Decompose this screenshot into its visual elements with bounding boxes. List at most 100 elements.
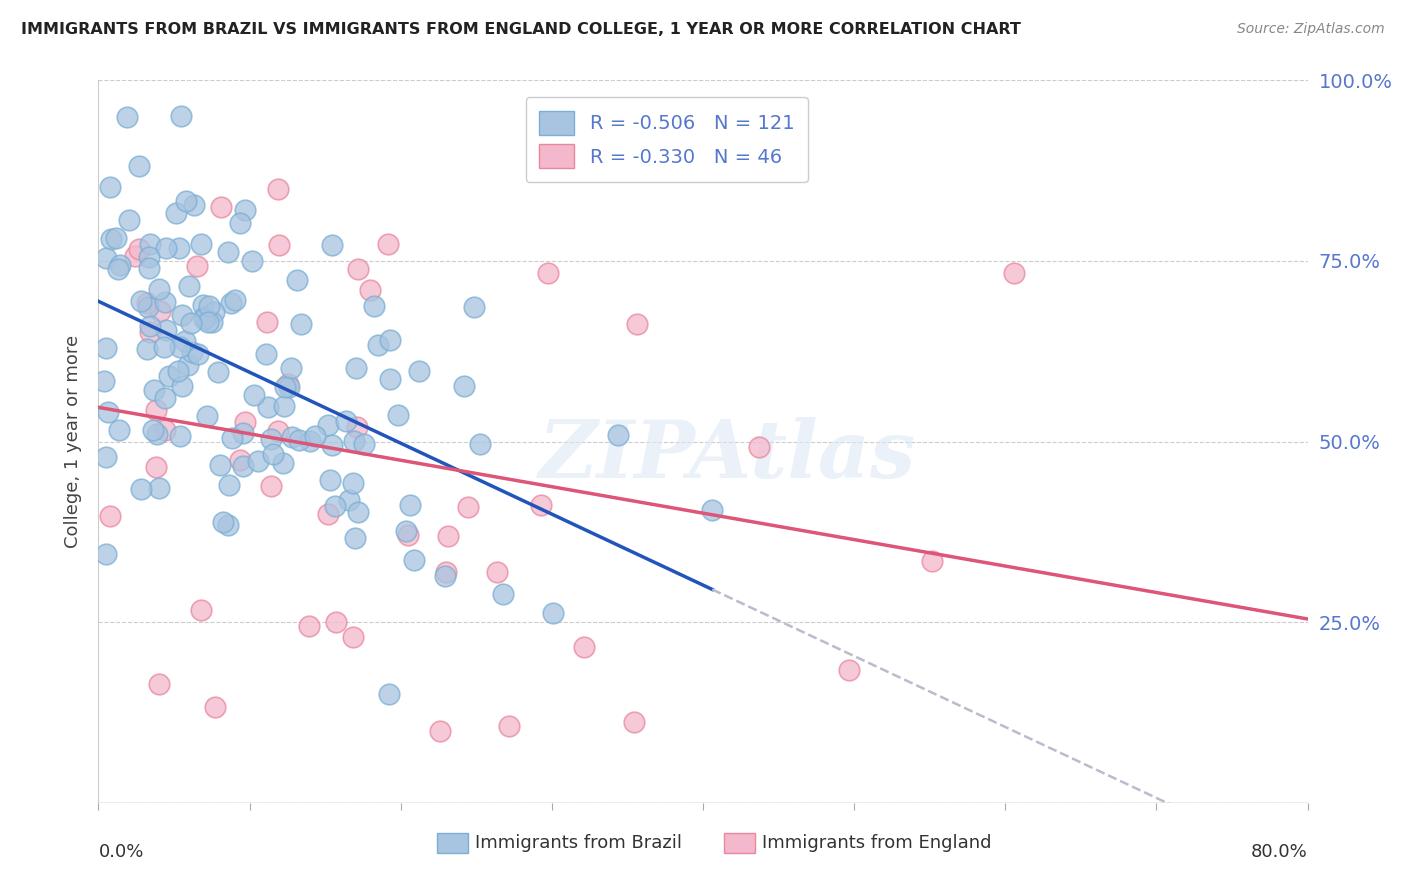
Point [342,475,364,490]
Point [359,283,381,297]
Point [98,509,121,524]
Point [208,458,231,473]
Point [172,379,194,393]
Point [260,479,283,493]
Point [277,377,299,392]
Point [145,427,167,442]
Point [243,387,266,401]
Point [190,603,212,617]
Point [267,237,290,252]
Point [167,364,190,378]
Point [380,333,402,347]
Point [343,434,366,449]
Point [148,282,170,296]
Point [193,311,215,326]
Point [316,507,339,521]
Point [138,250,160,264]
Point [380,371,402,385]
Point [186,259,208,273]
Point [337,493,360,508]
Point [108,258,131,272]
Text: IMMIGRANTS FROM BRAZIL VS IMMIGRANTS FROM ENGLAND COLLEGE, 1 YEAR OR MORE CORREL: IMMIGRANTS FROM BRAZIL VS IMMIGRANTS FRO… [21,22,1021,37]
Point [271,456,294,470]
Point [367,338,389,352]
Point [136,301,159,315]
Point [169,340,191,354]
Point [607,428,630,442]
Point [273,399,295,413]
Point [157,368,180,383]
Point [344,360,367,375]
Point [98,180,121,194]
Point [180,316,202,330]
Point [209,200,232,214]
Point [702,503,724,517]
Point [335,415,357,429]
Point [211,515,233,529]
Point [217,518,239,533]
Point [256,347,278,361]
Point [221,296,243,310]
Point [353,437,375,451]
Point [280,361,302,376]
Point [107,262,129,277]
Point [94,342,117,356]
Point [323,499,346,513]
Point [183,198,205,212]
Point [572,640,595,654]
Point [233,203,256,218]
Point [105,231,128,245]
Point [468,437,491,451]
Point [433,569,456,583]
Point [177,359,200,373]
Point [145,459,167,474]
Point [197,315,219,329]
Point [267,424,290,438]
Point [492,586,515,600]
Point [202,305,225,319]
Point [94,251,117,265]
Point [128,242,150,256]
Point [217,245,239,260]
Point [129,483,152,497]
Point [402,552,425,566]
Legend: R = -0.506   N = 121, R = -0.330   N = 46: R = -0.506 N = 121, R = -0.330 N = 46 [526,97,808,182]
Point [408,364,430,378]
Text: ZIPAtlas: ZIPAtlas [538,417,915,495]
Point [260,432,283,446]
Point [148,677,170,691]
Point [347,261,370,276]
Point [153,391,176,405]
Point [623,714,645,729]
Point [486,566,509,580]
Point [129,293,152,308]
Point [321,238,343,252]
Point [149,304,172,318]
Point [498,719,520,733]
Point [457,500,479,514]
Point [395,524,418,539]
Point [463,300,485,314]
Point [167,241,190,255]
Point [107,423,129,437]
Point [247,454,270,468]
Point [165,206,187,220]
Point [285,273,308,287]
Point [396,527,419,541]
Point [453,378,475,392]
Point [94,547,117,561]
Point [155,241,177,255]
Point [142,424,165,438]
Point [190,236,212,251]
Point [136,342,159,356]
Point [304,429,326,443]
Point [201,315,224,329]
Point [267,182,290,196]
Point [204,700,226,714]
Point [124,249,146,263]
Point [173,334,195,349]
Point [155,423,177,437]
Point [170,309,193,323]
Point [290,317,312,331]
Point [148,482,170,496]
